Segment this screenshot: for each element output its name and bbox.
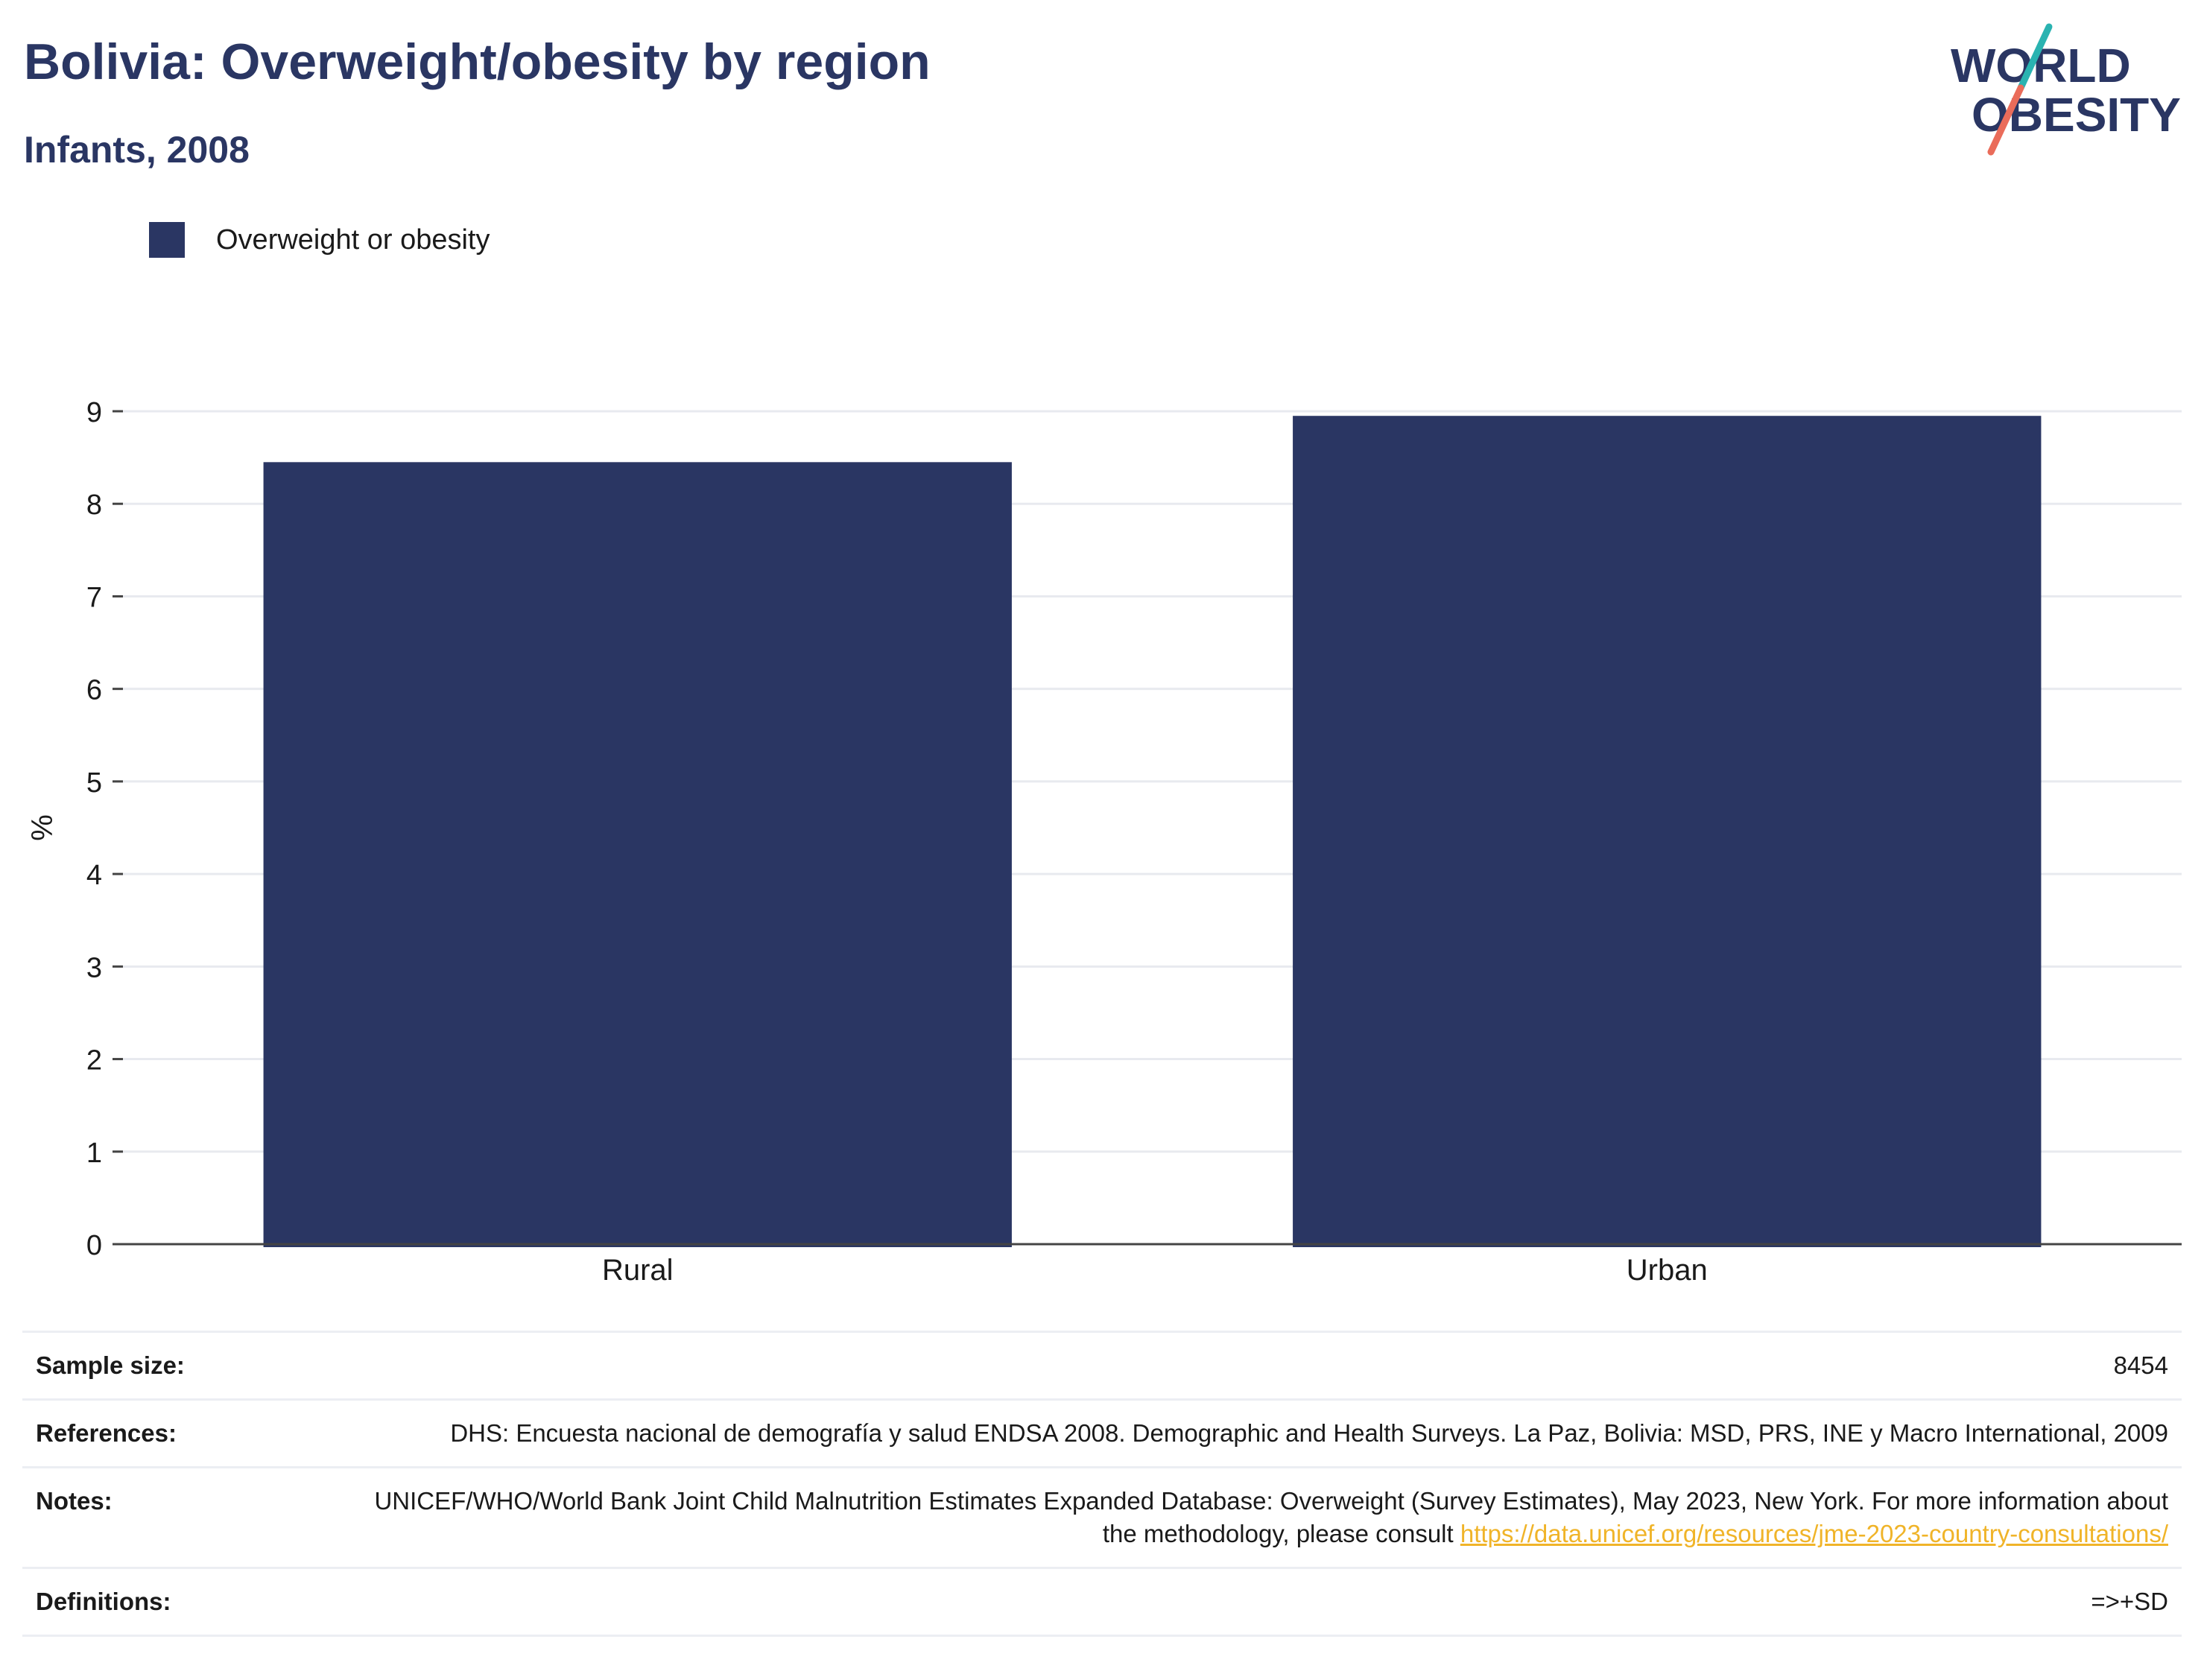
y-tick-label: 4 (86, 860, 102, 891)
sample-size-value: 8454 (2113, 1351, 2168, 1379)
bar (263, 462, 1012, 1247)
legend-swatch (149, 222, 185, 258)
notes-link[interactable]: https://data.unicef.org/resources/jme-20… (1460, 1520, 2168, 1547)
y-tick-label: 1 (86, 1138, 102, 1169)
chart-subtitle: Infants, 2008 (24, 129, 250, 171)
bar-chart: 0 1 2 3 4 5 6 7 8 9 Rural Urban% (26, 397, 2182, 1287)
notes-value: UNICEF/WHO/World Bank Joint Child Malnut… (347, 1468, 2182, 1568)
y-tick-label: 5 (86, 767, 102, 799)
notes-label: Notes: (36, 1487, 113, 1515)
logo-slash-top (2017, 23, 2053, 92)
y-tick-label: 0 (86, 1230, 102, 1261)
y-tick-label: 8 (86, 489, 102, 521)
notes-text: UNICEF/WHO/World Bank Joint Child Malnut… (374, 1487, 2168, 1547)
definitions-label: Definitions: (36, 1588, 171, 1615)
info-row-definitions: Definitions: =>+SD (22, 1568, 2182, 1636)
info-row-references: References: DHS: Encuesta nacional de de… (22, 1399, 2182, 1468)
y-axis-label: % (26, 814, 59, 841)
logo-slash-bottom (1987, 84, 2024, 156)
y-tick-label: 6 (86, 675, 102, 706)
y-tick-label: 7 (86, 582, 102, 613)
y-tick-label: 3 (86, 952, 102, 983)
sample-size-label: Sample size: (36, 1351, 185, 1379)
info-table: Sample size: 8454 References: DHS: Encue… (22, 1331, 2182, 1637)
chart-title: Bolivia: Overweight/obesity by region (24, 34, 931, 90)
references-label: References: (36, 1419, 177, 1447)
legend-label: Overweight or obesity (216, 224, 490, 256)
bar (1293, 416, 2042, 1247)
legend: Overweight or obesity (149, 222, 490, 258)
info-row-sample-size: Sample size: 8454 (22, 1331, 2182, 1400)
x-tick-label: Rural (602, 1254, 674, 1287)
definitions-value: =>+SD (2091, 1588, 2168, 1615)
info-row-notes: Notes: UNICEF/WHO/World Bank Joint Child… (22, 1467, 2182, 1568)
y-tick-label: 2 (86, 1045, 102, 1077)
references-value: DHS: Encuesta nacional de demografía y s… (450, 1419, 2168, 1447)
y-tick-label: 9 (86, 397, 102, 428)
x-tick-label: Urban (1627, 1254, 1708, 1287)
bar-layer (263, 416, 2042, 1247)
axis-layer: 0 1 2 3 4 5 6 7 8 9 Rural Urban% (26, 397, 2182, 1287)
world-obesity-logo: WORLD OBESITY (1951, 23, 2181, 156)
